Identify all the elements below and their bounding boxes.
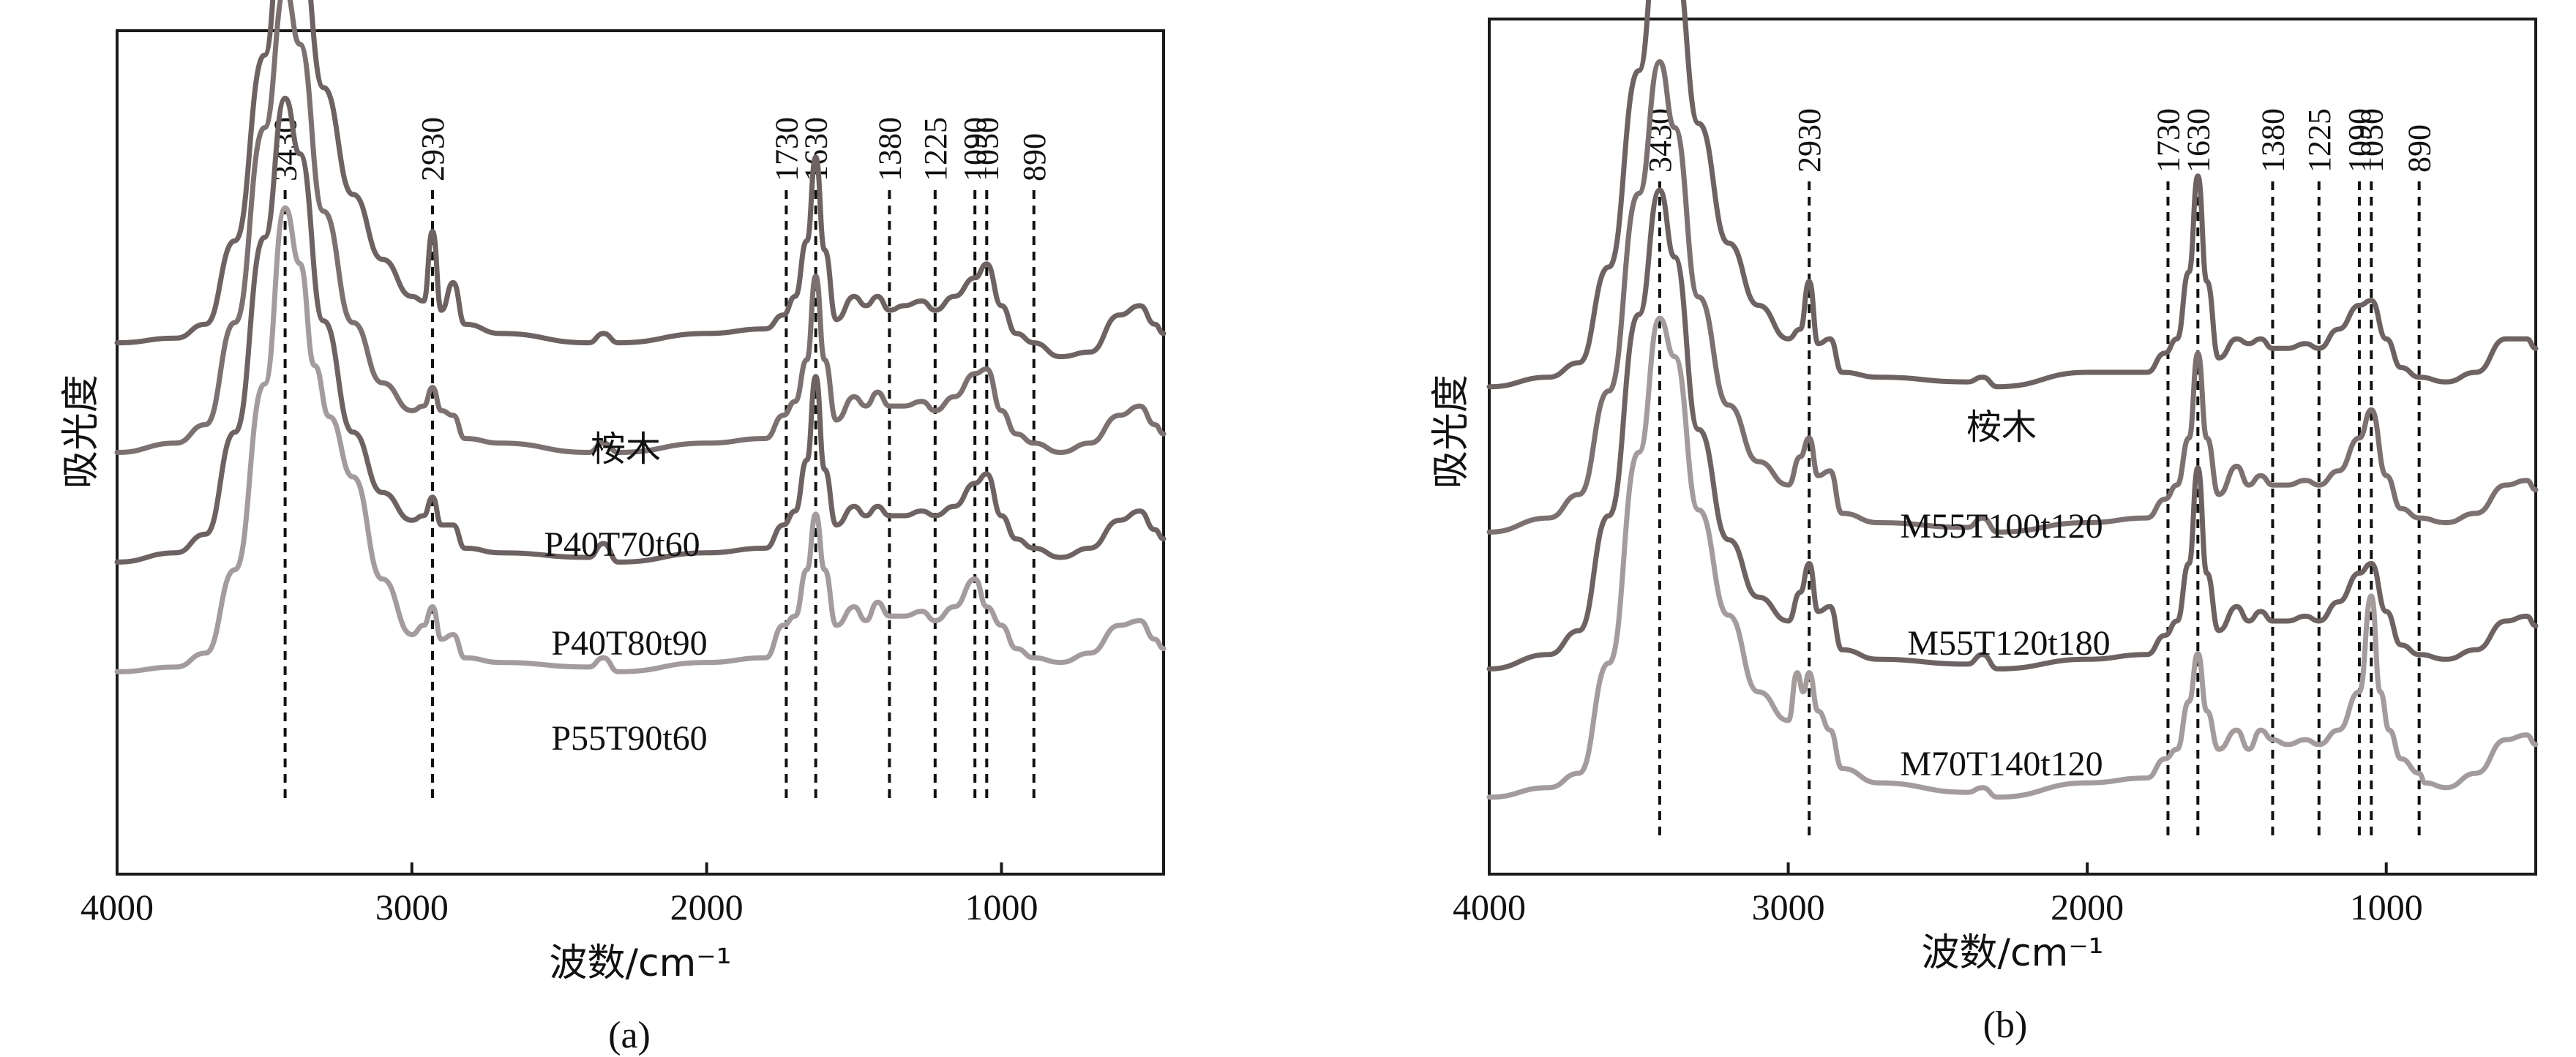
spectrum-line — [114, 0, 1167, 455]
series-label: P40T70t60 — [544, 525, 700, 564]
panel-a-x-axis-label: 波数/cm⁻¹ — [549, 941, 731, 985]
spectrum-line — [1486, 187, 2539, 672]
series-label: 桉木 — [591, 430, 661, 469]
panel-a-y-axis-label: 吸光度 — [59, 375, 103, 489]
panel-b-spectra — [1486, 0, 2539, 800]
peak-label: 1090 — [2342, 108, 2378, 173]
series-label: P40T80t90 — [551, 624, 707, 663]
peak-label: 1630 — [2180, 108, 2216, 173]
peak-label: 1730 — [768, 117, 804, 181]
panel-a-series-labels: 桉木 P40T70t60 P40T80t90 P55T90t60 — [544, 430, 707, 758]
panel-b-x-axis: 4000 3000 2000 1000 — [1453, 862, 2423, 928]
x-tick-label: 2000 — [670, 887, 744, 928]
spectrum-line — [1486, 315, 2539, 800]
peak-label: 1090 — [957, 117, 993, 181]
spectrum-line — [1486, 59, 2539, 535]
panel-b-series-labels: 桉木 M55T100t120 M55T120t180 M70T140t120 — [1900, 408, 2110, 783]
x-tick-label: 2000 — [2051, 887, 2124, 928]
peak-label: 890 — [1016, 133, 1052, 181]
peak-label: 1380 — [2255, 108, 2291, 173]
x-tick-label: 1000 — [965, 887, 1038, 928]
peak-label: 1050 — [2354, 108, 2389, 173]
panel-b-caption: (b) — [1983, 1004, 2028, 1046]
spectrum-line — [114, 205, 1167, 674]
panel-b-x-axis-label: 波数/cm⁻¹ — [1921, 931, 2103, 975]
peak-label: 1050 — [969, 117, 1005, 181]
series-label: M70T140t120 — [1900, 745, 2103, 783]
spectrum-line — [114, 95, 1167, 565]
peak-label: 2930 — [415, 117, 451, 181]
spectrum-line — [1486, 0, 2539, 390]
panel-b-plot-frame — [1488, 18, 2537, 876]
peak-label: 890 — [2402, 124, 2438, 173]
panel-a-x-axis: 4000 3000 2000 1000 — [80, 862, 1038, 928]
x-tick-label: 1000 — [2350, 887, 2423, 928]
spectrum-line — [114, 0, 1167, 360]
x-tick-label: 4000 — [1453, 887, 1526, 928]
panel-b-y-axis-label: 吸光度 — [1429, 375, 1473, 489]
peak-label: 1225 — [918, 117, 954, 181]
panel-a-caption: (a) — [608, 1015, 651, 1056]
peak-label: 1225 — [2302, 108, 2337, 173]
peak-label: 2930 — [1791, 108, 1827, 173]
series-label: M55T120t180 — [1907, 624, 2110, 663]
x-tick-label: 3000 — [1752, 887, 1825, 928]
x-tick-label: 3000 — [375, 887, 449, 928]
peak-label: 1730 — [2150, 108, 2186, 173]
x-tick-label: 4000 — [80, 887, 154, 928]
series-label: 桉木 — [1966, 408, 2037, 447]
panel-a-spectra — [114, 0, 1167, 674]
peak-label: 1380 — [872, 117, 907, 181]
series-label: M55T100t120 — [1900, 507, 2103, 546]
series-label: P55T90t60 — [551, 719, 707, 758]
